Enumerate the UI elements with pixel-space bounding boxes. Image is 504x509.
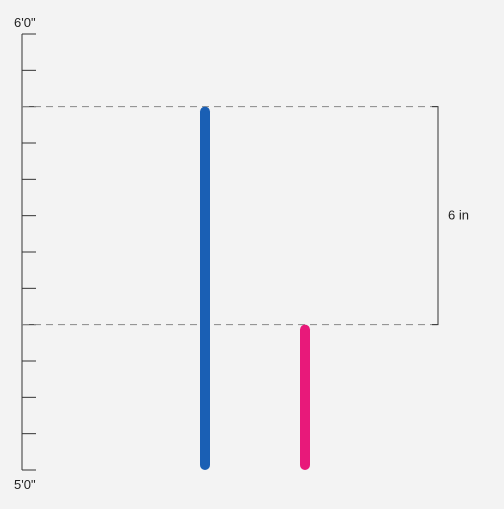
height-bars <box>200 106 310 470</box>
ruler-ticks <box>22 33 36 471</box>
ruler-top-label: 6'0" <box>14 15 36 30</box>
ruler-bottom-label: 5'0" <box>14 477 36 492</box>
difference-bracket <box>432 106 439 326</box>
difference-label: 6 in <box>448 208 469 223</box>
